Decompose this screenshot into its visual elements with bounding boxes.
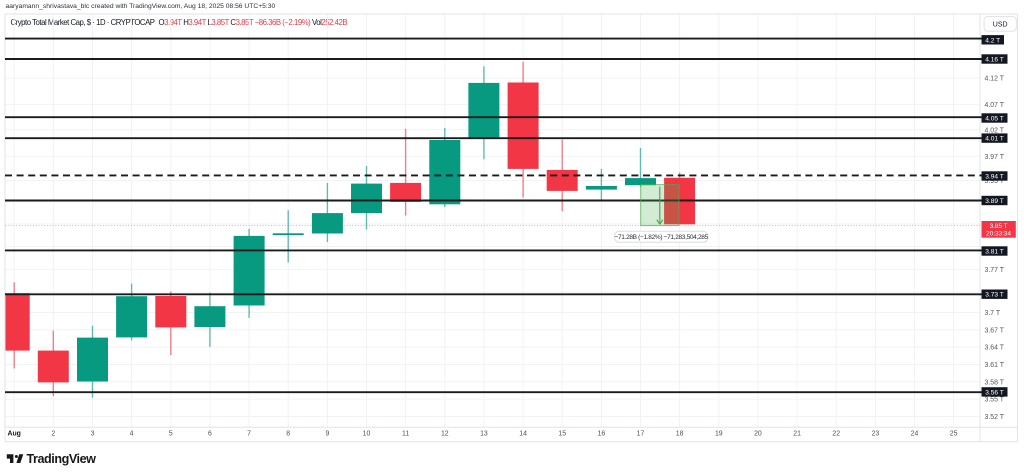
- svg-text:4: 4: [130, 431, 134, 438]
- svg-text:3.89 T: 3.89 T: [985, 198, 1004, 205]
- svg-text:3.67 T: 3.67 T: [985, 327, 1005, 334]
- svg-text:2: 2: [51, 431, 55, 438]
- svg-text:3: 3: [91, 431, 95, 438]
- svg-text:11: 11: [402, 431, 409, 438]
- svg-text:3.73 T: 3.73 T: [985, 292, 1004, 299]
- svg-text:4.16 T: 4.16 T: [985, 57, 1004, 64]
- svg-text:3.85 T: 3.85 T: [990, 223, 1008, 230]
- svg-text:3.61 T: 3.61 T: [985, 362, 1005, 369]
- svg-text:17: 17: [637, 431, 645, 438]
- svg-text:10: 10: [363, 431, 371, 438]
- svg-text:Aug: Aug: [7, 431, 20, 438]
- svg-text:3.81 T: 3.81 T: [985, 249, 1004, 256]
- svg-text:20:33:34: 20:33:34: [986, 230, 1011, 237]
- svg-text:4.01 T: 4.01 T: [985, 136, 1004, 143]
- svg-text:3.56 T: 3.56 T: [985, 389, 1004, 396]
- svg-text:5: 5: [169, 431, 173, 438]
- svg-text:16: 16: [598, 431, 606, 438]
- svg-text:25: 25: [950, 431, 958, 438]
- svg-text:13: 13: [480, 431, 488, 438]
- svg-text:21: 21: [793, 431, 801, 438]
- svg-text:3.55 T: 3.55 T: [985, 397, 1005, 404]
- svg-text:22: 22: [832, 431, 840, 438]
- svg-text:4.02 T: 4.02 T: [985, 127, 1005, 134]
- svg-text:3.93 T: 3.93 T: [985, 178, 1005, 185]
- svg-text:7: 7: [247, 431, 251, 438]
- svg-text:23: 23: [872, 431, 880, 438]
- svg-text:24: 24: [911, 431, 919, 438]
- svg-text:15: 15: [558, 431, 566, 438]
- svg-text:3.97 T: 3.97 T: [985, 154, 1005, 161]
- svg-text:18: 18: [676, 431, 684, 438]
- svg-text:4.07 T: 4.07 T: [985, 102, 1005, 109]
- svg-text:4.05 T: 4.05 T: [985, 116, 1004, 123]
- svg-text:4.12 T: 4.12 T: [985, 76, 1005, 83]
- svg-text:3.94 T: 3.94 T: [985, 174, 1004, 181]
- svg-text:3.52 T: 3.52 T: [985, 414, 1005, 421]
- svg-text:3.58 T: 3.58 T: [985, 379, 1005, 386]
- svg-text:3.77 T: 3.77 T: [985, 267, 1005, 274]
- svg-text:6: 6: [208, 431, 212, 438]
- svg-text:14: 14: [519, 431, 527, 438]
- svg-text:20: 20: [754, 431, 762, 438]
- svg-text:8: 8: [286, 431, 290, 438]
- svg-text:3.7 T: 3.7 T: [985, 310, 1001, 317]
- svg-text:4.2 T: 4.2 T: [985, 37, 1000, 44]
- svg-text:19: 19: [715, 431, 723, 438]
- svg-text:−71.28B (−1.82%) −71,283,504,2: −71.28B (−1.82%) −71,283,504,285: [615, 234, 709, 241]
- svg-text:12: 12: [441, 431, 449, 438]
- svg-text:3.64 T: 3.64 T: [985, 345, 1005, 352]
- svg-text:9: 9: [325, 431, 329, 438]
- svg-text:USD: USD: [993, 22, 1008, 29]
